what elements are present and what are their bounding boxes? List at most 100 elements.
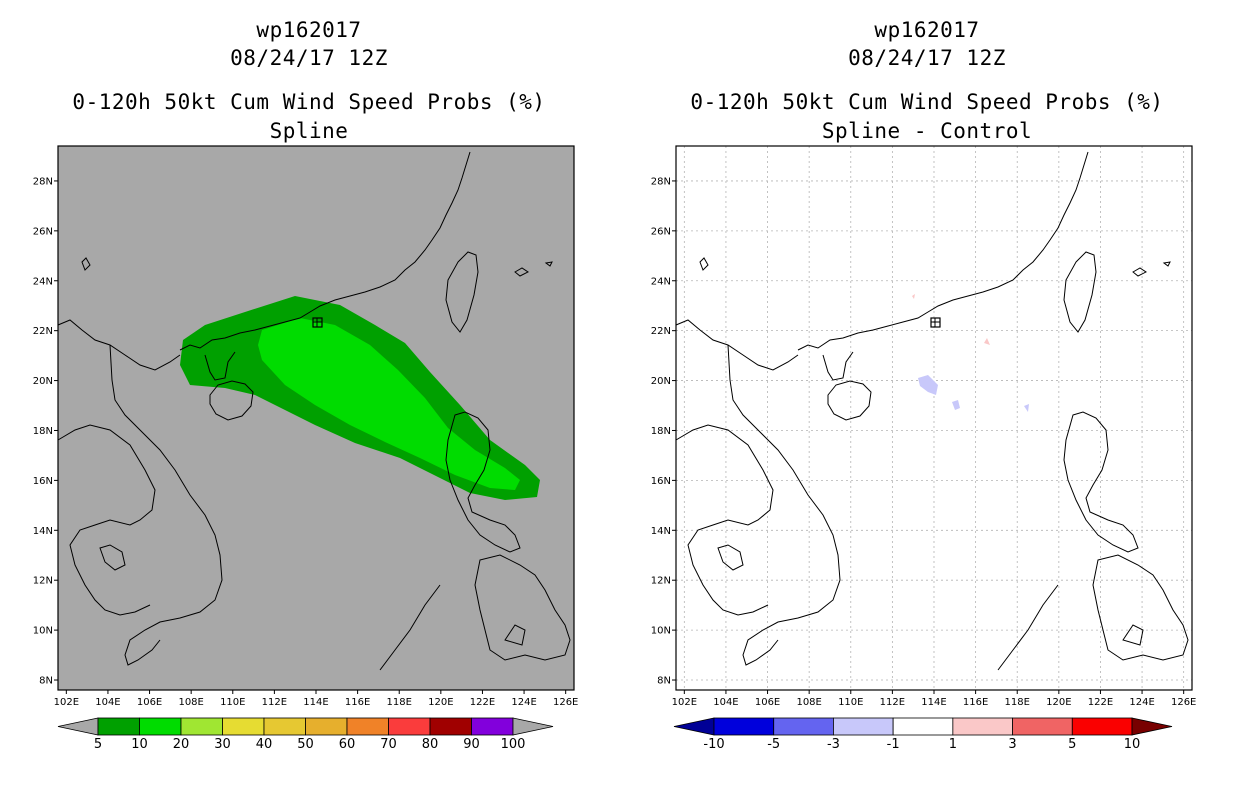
datetime-title: 08/24/17 12Z [230,46,388,70]
right-panel: wp162017 08/24/17 12Z 0-120h 50kt Cum Wi… [618,0,1236,800]
lon-label: 112E [262,697,287,708]
colorbar-label: 3 [1008,737,1016,752]
lon-label: 124E [511,697,536,708]
colorbar-label: -5 [767,737,780,752]
lon-label: 104E [95,697,120,708]
lat-label: 8N [39,676,53,687]
lat-label: 24N [33,276,53,287]
colorbar-segment [773,717,834,736]
colorbar-label: 1 [949,737,957,752]
lon-label: 116E [345,697,370,708]
colorbar-label: -10 [703,737,724,752]
lon-label: 118E [1005,697,1030,708]
prob-contour-10 [258,318,520,490]
colorbar-label: 50 [297,737,314,752]
diff-positive-blob [984,338,990,345]
lon-label: 122E [470,697,495,708]
colorbar-label: -1 [887,737,900,752]
lat-label: 28N [651,176,671,187]
lat-label: 14N [651,526,671,537]
lon-label: 122E [1088,697,1113,708]
colorbar-label: 90 [463,737,480,752]
lon-label: 102E [672,697,697,708]
colorbar-segment [139,717,182,736]
lon-label: 124E [1129,697,1154,708]
colorbar-segment [833,717,894,736]
colorbar-label: 70 [380,737,397,752]
lon-label: 110E [220,697,245,708]
colorbar-label: 5 [1068,737,1076,752]
datetime-title: 08/24/17 12Z [848,46,1006,70]
lat-label: 18N [651,426,671,437]
colorbar-label: 10 [1124,737,1141,752]
lon-label: 118E [387,697,412,708]
lon-axis-labels: 102E 104E 106E 108E 110E 112E 114E 116E 118E 120E… [54,690,578,708]
lon-label: 106E [137,697,162,708]
colorbar-under-triangle [673,717,715,736]
lat-label: 12N [651,576,671,587]
lon-label: 114E [921,697,946,708]
lat-label: 22N [33,326,53,337]
lat-label: 26N [33,226,53,237]
diff-negative-blob [1024,404,1029,412]
lat-label: 14N [33,526,53,537]
diff-negative-blob [952,400,960,410]
lon-label: 126E [553,697,578,708]
lon-label: 104E [713,697,738,708]
colorbar-segment [1012,717,1073,736]
diff-positive-blob [912,294,915,299]
colorbar-label: 60 [339,737,356,752]
lon-label: 108E [796,697,821,708]
lat-label: 22N [651,326,671,337]
lon-label: 114E [303,697,328,708]
colorbar-under-triangle [57,717,99,736]
lat-label: 20N [33,376,53,387]
colorbar-segment [263,717,306,736]
lon-label: 112E [880,697,905,708]
colorbar-segment [471,717,514,736]
method-title: Spline [269,119,349,143]
lon-label: 102E [54,697,79,708]
lat-label: 8N [657,676,671,687]
colorbar-label: 30 [214,737,231,752]
colorbar-label: 10 [131,737,148,752]
colorbar-segment [346,717,389,736]
storm-id-title: wp162017 [874,18,980,42]
lat-axis-labels: 8N 10N 12N 14N 16N 18N 20N 22N 24N 26N 28N [33,176,58,687]
colorbar-segment [1071,717,1133,736]
colorbar: -10 -5 -3 -1 1 3 5 10 [673,717,1173,752]
lon-label: 126E [1171,697,1196,708]
colorbar-label: -3 [827,737,840,752]
lat-label: 18N [33,426,53,437]
colorbar-over-triangle [512,717,554,736]
coastlines [675,151,1189,671]
colorbar-segment [180,717,223,736]
lat-label: 24N [651,276,671,287]
colorbar-over-triangle [1131,717,1173,736]
colorbar: 5 10 20 30 40 50 60 70 80 90 100 [57,717,554,752]
lat-label: 16N [33,476,53,487]
left-panel: wp162017 08/24/17 12Z 0-120h 50kt Cum Wi… [33,18,579,752]
lon-label: 116E [963,697,988,708]
lon-label: 120E [1046,697,1071,708]
lon-label: 120E [428,697,453,708]
colorbar-segment [222,717,265,736]
method-title: Spline - Control [821,119,1033,143]
colorbar-segment [429,717,472,736]
lon-label: 110E [838,697,863,708]
lon-label: 106E [755,697,780,708]
colorbar-segment [713,717,775,736]
lat-label: 10N [33,626,53,637]
lat-label: 16N [651,476,671,487]
right-map: 102E 104E 106E 108E 110E 112E 114E 116E 118E 120E… [651,145,1196,752]
product-title: 0-120h 50kt Cum Wind Speed Probs (%) [72,90,546,114]
colorbar-segment [388,717,431,736]
lat-axis-labels: 8N 10N 12N 14N 16N 18N 20N 22N 24N 26N 28N [651,176,676,687]
lon-label: 108E [178,697,203,708]
colorbar-segment [892,717,954,736]
product-title: 0-120h 50kt Cum Wind Speed Probs (%) [690,90,1164,114]
colorbar-label: 20 [173,737,190,752]
colorbar-segment [952,717,1013,736]
lat-label: 26N [651,226,671,237]
lat-label: 28N [33,176,53,187]
